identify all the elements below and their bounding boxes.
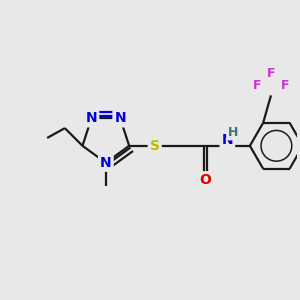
Text: O: O (199, 173, 211, 187)
Text: N: N (85, 111, 97, 125)
Text: N: N (114, 111, 126, 125)
Text: S: S (150, 139, 160, 153)
Text: H: H (228, 126, 238, 139)
Text: F: F (280, 79, 289, 92)
Text: F: F (253, 79, 262, 92)
Text: F: F (267, 67, 275, 80)
Text: N: N (221, 133, 233, 147)
Text: N: N (100, 156, 112, 170)
